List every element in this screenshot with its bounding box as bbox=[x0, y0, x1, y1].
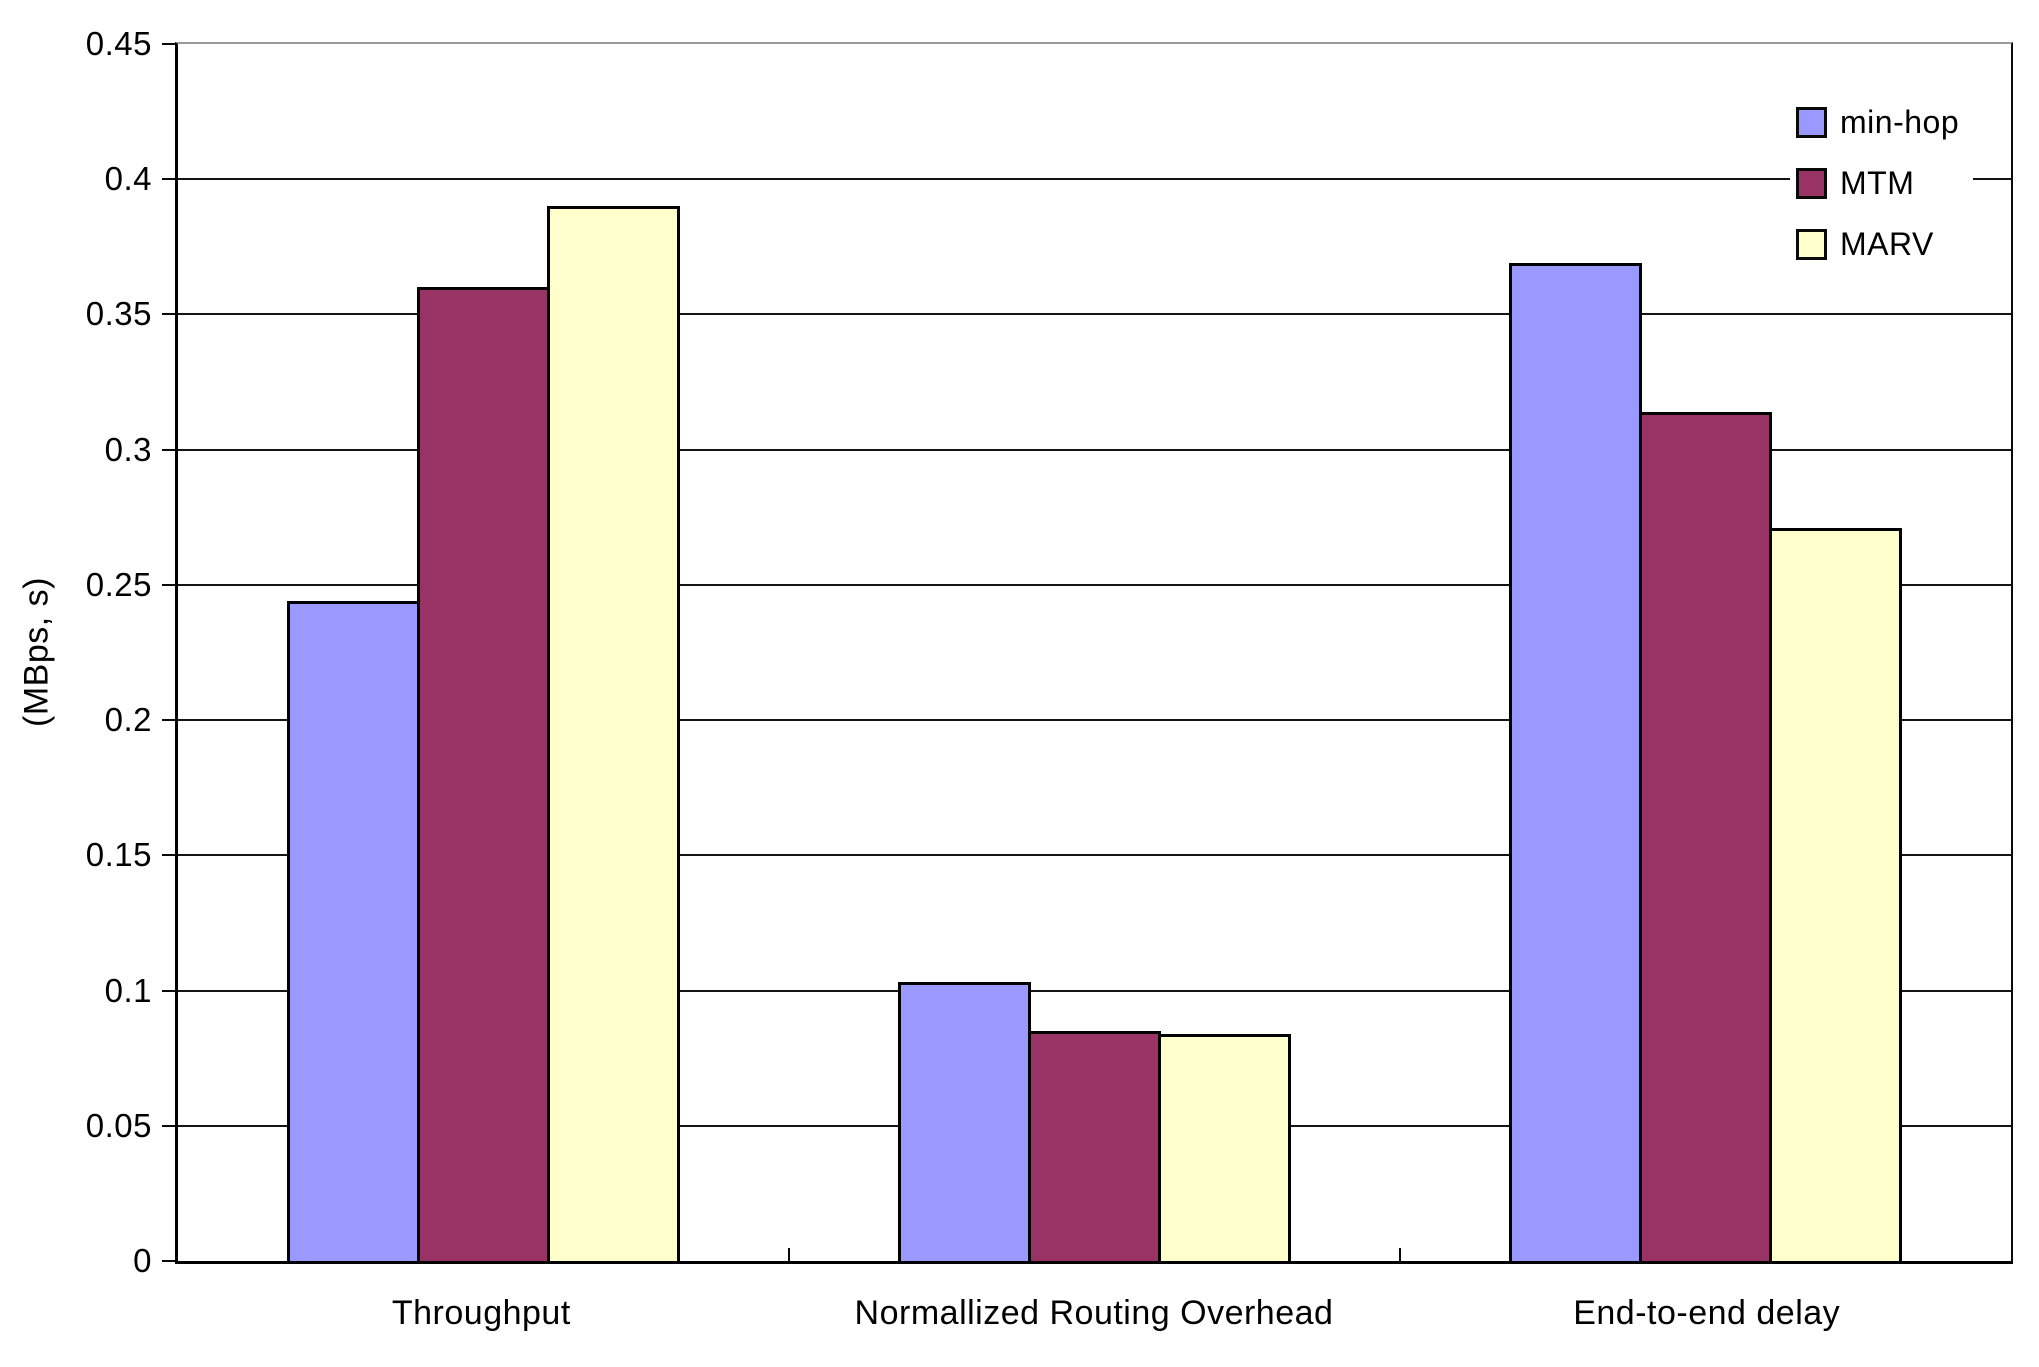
legend-entry-min-hop: min-hop bbox=[1796, 104, 1959, 140]
x-axis-boundary-tick bbox=[788, 1248, 790, 1261]
x-axis-boundary-tick bbox=[1399, 1248, 1401, 1261]
y-tick-label-0.2: 0.2 bbox=[104, 701, 152, 739]
y-tick-label-0.3: 0.3 bbox=[104, 430, 152, 468]
legend-label-MTM: MTM bbox=[1840, 165, 1915, 201]
legend-label-min-hop: min-hop bbox=[1840, 104, 1960, 140]
legend-swatch-min-hop bbox=[1796, 106, 1827, 138]
legend-label-MARV: MARV bbox=[1840, 226, 1934, 262]
category-group-3 bbox=[1400, 44, 2011, 1261]
y-tick-mark-0.05 bbox=[162, 1124, 175, 1127]
y-tick-mark-0.3 bbox=[162, 448, 175, 451]
x-axis-category-labels: Throughput Normallized Routing Overhead En… bbox=[175, 1290, 2013, 1336]
y-tick-mark-0.2 bbox=[162, 719, 175, 722]
y-tick-mark-0.35 bbox=[162, 313, 175, 316]
y-tick-label-0.35: 0.35 bbox=[85, 295, 152, 333]
category-group-1 bbox=[178, 44, 789, 1261]
bar-min-hop-throughput bbox=[287, 601, 420, 1261]
gridline-0.3 bbox=[178, 448, 2011, 451]
bar-min-hop-normallized-routing-overhead bbox=[898, 982, 1031, 1261]
y-tick-mark-0.4 bbox=[162, 178, 175, 181]
y-tick-mark-0.1 bbox=[162, 989, 175, 992]
bar-MARV-end-to-end-delay bbox=[1769, 528, 1902, 1261]
gridline-0.1 bbox=[178, 989, 2011, 992]
category-group-2 bbox=[789, 44, 1400, 1261]
y-tick-mark-0 bbox=[162, 1260, 175, 1262]
legend-swatch-MARV bbox=[1796, 228, 1827, 260]
gridline-0.15 bbox=[178, 854, 2011, 857]
legend-entry-MARV: MARV bbox=[1796, 226, 1959, 262]
bar-MTM-normallized-routing-overhead bbox=[1028, 1031, 1161, 1261]
gridline-0.25 bbox=[178, 583, 2011, 586]
legend-swatch-MTM bbox=[1796, 167, 1827, 199]
bar-MTM-throughput bbox=[417, 287, 550, 1261]
legend: min-hop MTM MARV bbox=[1790, 98, 1974, 268]
y-tick-label-0: 0 bbox=[133, 1242, 152, 1279]
y-tick-mark-0.15 bbox=[162, 854, 175, 857]
bar-min-hop-end-to-end-delay bbox=[1509, 263, 1642, 1261]
y-tick-label-0.4: 0.4 bbox=[104, 160, 152, 198]
x-category-label: End-to-end delay bbox=[1573, 1294, 1841, 1332]
y-tick-label-0.15: 0.15 bbox=[85, 836, 152, 874]
gridline-0.4 bbox=[178, 178, 2011, 181]
bar-MARV-normallized-routing-overhead bbox=[1158, 1033, 1291, 1261]
y-tick-label-0.1: 0.1 bbox=[104, 971, 152, 1009]
y-tick-label-0.25: 0.25 bbox=[85, 565, 152, 603]
y-tick-mark-0.45 bbox=[162, 43, 175, 45]
y-tick-label-0.45: 0.45 bbox=[85, 25, 152, 62]
x-category-label: Normallized Routing Overhead bbox=[854, 1294, 1334, 1332]
plot-area bbox=[175, 42, 2013, 1264]
gridline-0.2 bbox=[178, 719, 2011, 722]
bar-MTM-end-to-end-delay bbox=[1639, 411, 1772, 1261]
y-tick-label-0.05: 0.05 bbox=[85, 1106, 152, 1144]
gridline-0.35 bbox=[178, 313, 2011, 316]
bar-MARV-throughput bbox=[547, 206, 680, 1261]
legend-entry-MTM: MTM bbox=[1796, 165, 1959, 201]
y-tick-mark-0.25 bbox=[162, 583, 175, 586]
x-category-label: Throughput bbox=[391, 1294, 571, 1332]
